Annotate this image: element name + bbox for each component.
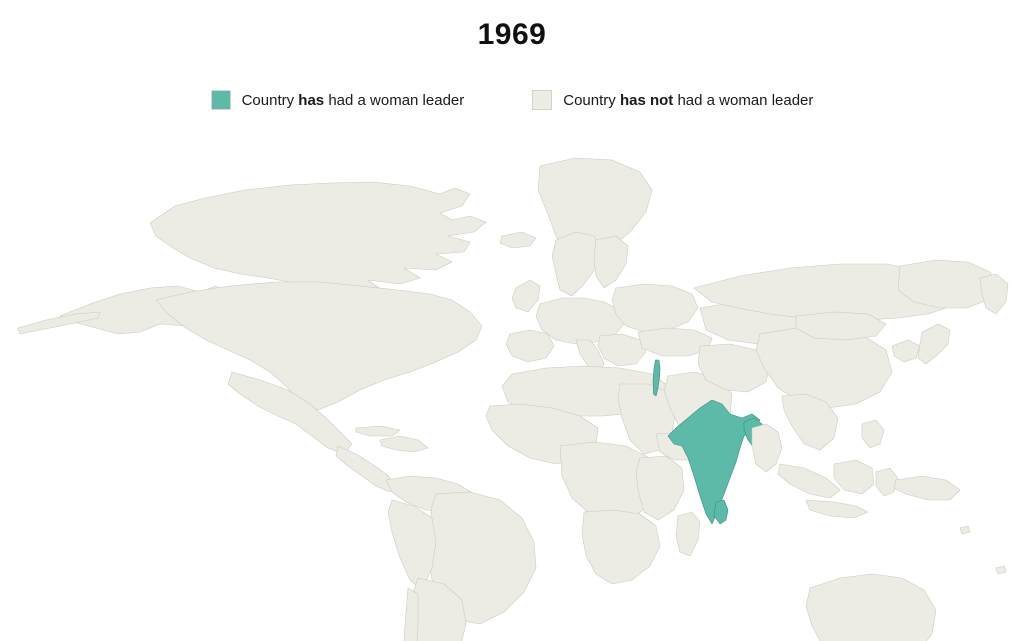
country-indonesia-java (805, 499, 869, 519)
country-kamchatka (979, 273, 1009, 315)
country-korea-japan (891, 339, 921, 363)
country-iceland (499, 231, 537, 249)
country-east-africa (635, 455, 685, 521)
country-russia (693, 263, 961, 321)
country-iran-iraq (697, 343, 771, 393)
country-new-guinea (893, 475, 961, 501)
country-uk-ireland (511, 279, 541, 313)
country-canada (149, 181, 487, 297)
country-madagascar (675, 511, 701, 557)
country-cuba (355, 425, 401, 437)
country-philippines (861, 419, 885, 449)
page-title: 1969 (477, 18, 547, 51)
legend: Country has had a woman leader Country h… (0, 90, 1024, 110)
country-peru-bolivia (387, 499, 437, 591)
country-mongolia (795, 311, 887, 341)
world-choropleth-map (17, 157, 1009, 641)
country-china (755, 327, 893, 409)
legend-label-has-not: Country has not had a woman leader (563, 91, 814, 109)
country-eastern-europe (611, 283, 699, 333)
country-borneo (833, 459, 875, 495)
country-pacific-islands (959, 525, 971, 535)
country-balkans (597, 333, 647, 367)
world-map-container (0, 128, 1024, 641)
country-israel (652, 359, 661, 397)
country-mexico (227, 371, 353, 455)
country-southeast-asia (781, 393, 839, 451)
country-india (667, 399, 761, 525)
country-central-america (335, 445, 397, 493)
country-aleutians (17, 311, 101, 335)
country-fiji (995, 565, 1007, 575)
country-scandinavia (551, 231, 603, 297)
country-indonesia-sumatra (777, 463, 841, 499)
country-caribbean (379, 435, 429, 453)
legend-label-has: Country has had a woman leader (241, 91, 465, 109)
country-southern-africa (581, 509, 661, 585)
legend-swatch-has-not-icon (532, 90, 553, 110)
country-australia (805, 573, 937, 641)
country-sri-lanka (713, 499, 729, 525)
legend-item-has: Country has had a woman leader (210, 90, 465, 110)
legend-item-has-not: Country has not had a woman leader (532, 90, 813, 110)
country-finland-baltic (593, 235, 629, 289)
country-usa (155, 281, 483, 411)
country-bangladesh-myanmar (751, 423, 783, 473)
country-iberia (505, 329, 555, 363)
country-sulawesi (875, 467, 899, 497)
country-chile-strip (403, 587, 419, 641)
legend-swatch-has-icon (210, 90, 231, 110)
country-japan (917, 323, 951, 365)
